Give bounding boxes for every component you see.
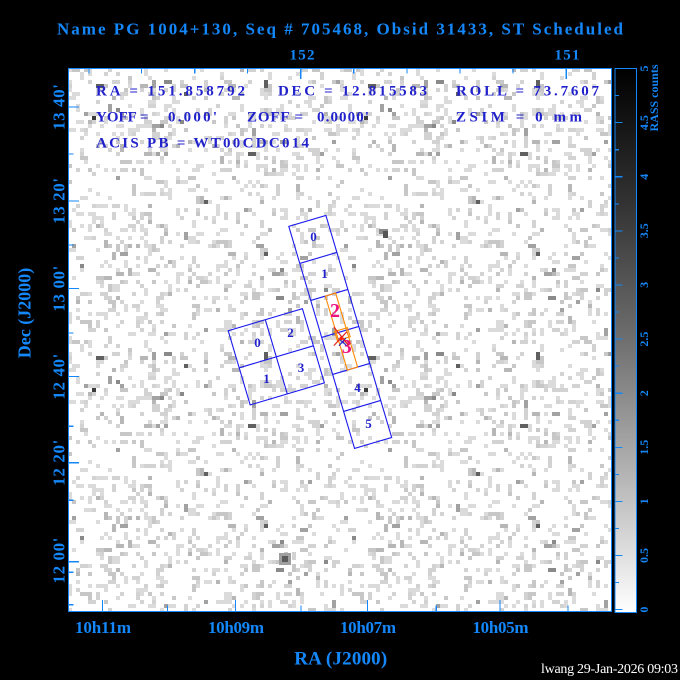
svg-text:0.000': 0.000' [168,110,217,126]
svg-text:3: 3 [298,360,305,375]
svg-text:ROLL = 73.7607: ROLL = 73.7607 [456,84,600,100]
svg-text:0: 0 [310,229,317,244]
svg-text:lwang 29-Jan-2026 09:03: lwang 29-Jan-2026 09:03 [541,662,678,677]
svg-text:ZSIM = 0 mm: ZSIM = 0 mm [456,110,583,126]
svg-text:3: 3 [637,282,651,288]
svg-text:RA = 151.858792: RA = 151.858792 [96,84,245,100]
svg-text:Dec (J2000): Dec (J2000) [15,268,36,358]
svg-text:RASS counts: RASS counts [647,64,661,131]
svg-text:2: 2 [287,325,294,340]
svg-text:151: 151 [555,48,580,64]
svg-text:DEC = 12.815583: DEC = 12.815583 [278,84,427,100]
svg-text:2.5: 2.5 [637,332,651,347]
svg-text:10h11m: 10h11m [75,618,131,637]
svg-text:ZOFF =: ZOFF = [247,110,303,126]
svg-text:1.5: 1.5 [637,440,651,455]
svg-text:YOFF =: YOFF = [96,110,149,126]
svg-text:2: 2 [637,390,651,396]
svg-text:3: 3 [342,336,352,358]
svg-text:12 00': 12 00' [50,538,69,584]
svg-text:RA (J2000): RA (J2000) [294,649,387,670]
svg-text:5: 5 [365,416,372,431]
svg-text:0.0000': 0.0000' [317,110,369,126]
svg-text:0: 0 [254,335,261,350]
svg-text:3.5: 3.5 [637,223,651,238]
svg-text:1: 1 [321,266,328,281]
svg-text:1: 1 [263,371,270,386]
svg-text:4: 4 [637,174,651,180]
svg-text:10h05m: 10h05m [473,618,529,637]
svg-text:2: 2 [330,300,340,322]
svg-text:1: 1 [637,498,651,504]
svg-text:4: 4 [354,380,361,395]
svg-text:ACIS PB = WT00CDC014: ACIS PB = WT00CDC014 [96,136,310,152]
svg-text:Name PG 1004+130, Seq # 705468: Name PG 1004+130, Seq # 705468, Obsid 31… [57,20,624,39]
svg-text:10h07m: 10h07m [340,618,396,637]
svg-text:10h09m: 10h09m [208,618,264,637]
svg-text:13 20': 13 20' [50,178,69,224]
svg-text:0.5: 0.5 [637,548,651,563]
svg-text:13 00': 13 00' [50,266,69,312]
svg-text:12 40': 12 40' [50,354,69,400]
svg-text:4.5: 4.5 [637,115,651,130]
svg-text:12 20': 12 20' [50,440,69,486]
svg-text:0: 0 [637,607,651,613]
svg-text:5: 5 [637,66,651,72]
svg-text:152: 152 [290,48,315,64]
svg-text:13 40': 13 40' [50,84,69,130]
